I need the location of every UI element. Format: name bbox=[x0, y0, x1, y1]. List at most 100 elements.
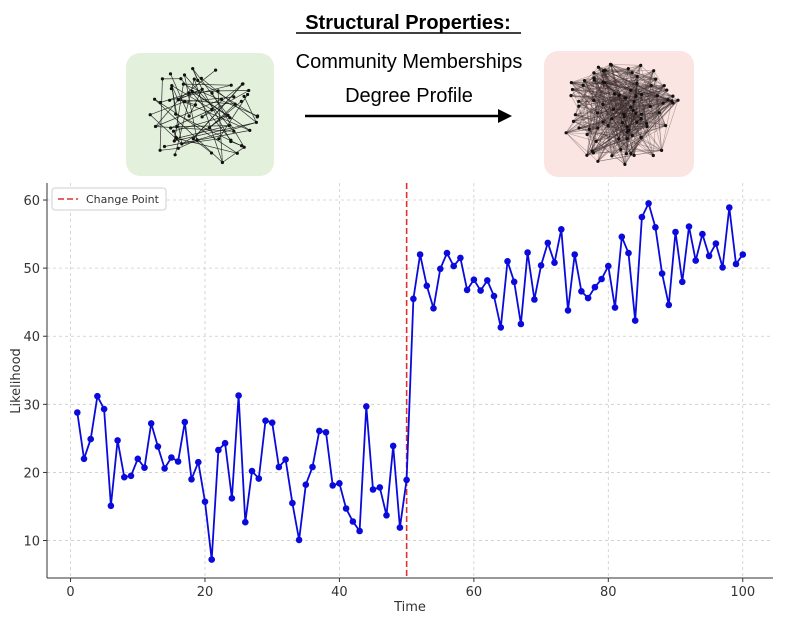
network-edge bbox=[575, 114, 628, 128]
network-edge bbox=[620, 90, 632, 150]
data-point bbox=[369, 486, 377, 493]
data-point bbox=[510, 278, 518, 286]
network-edge bbox=[598, 67, 605, 83]
network-edge bbox=[619, 94, 642, 96]
network-edge bbox=[626, 89, 668, 140]
network-edge bbox=[593, 79, 628, 139]
network-edge bbox=[575, 114, 633, 136]
network-edge bbox=[603, 70, 638, 123]
network-node bbox=[624, 96, 628, 100]
network-edge bbox=[633, 100, 672, 111]
network-edge bbox=[613, 94, 620, 110]
network-edge bbox=[618, 94, 633, 136]
network-edge bbox=[160, 88, 203, 103]
network-edge bbox=[583, 76, 638, 86]
network-edge bbox=[597, 64, 611, 129]
network-edge bbox=[636, 99, 679, 123]
network-edge bbox=[586, 90, 631, 156]
network-edge bbox=[603, 70, 651, 107]
network-edge bbox=[604, 70, 666, 126]
network-edge bbox=[597, 150, 662, 162]
network-edge bbox=[573, 102, 664, 122]
network-edge bbox=[624, 85, 665, 99]
network-node bbox=[645, 124, 649, 129]
network-edge bbox=[593, 150, 662, 154]
network-edge bbox=[628, 70, 655, 131]
network-edge bbox=[597, 85, 665, 162]
network-edge bbox=[566, 116, 625, 134]
network-edge bbox=[586, 94, 620, 135]
network-edge bbox=[611, 64, 633, 74]
data-point bbox=[235, 392, 242, 399]
network-node bbox=[585, 132, 589, 137]
network-node bbox=[577, 99, 581, 103]
network-edge bbox=[602, 95, 637, 123]
network-edge bbox=[661, 96, 674, 151]
network-node bbox=[219, 97, 224, 101]
network-edge bbox=[650, 79, 657, 107]
data-point bbox=[625, 249, 632, 257]
data-point bbox=[322, 429, 330, 436]
data-point bbox=[363, 403, 370, 410]
network-node bbox=[569, 94, 573, 98]
network-edge bbox=[630, 94, 642, 108]
network-edge bbox=[622, 122, 626, 165]
network-edge bbox=[602, 94, 620, 123]
network-edge bbox=[646, 85, 652, 124]
network-edge bbox=[175, 113, 245, 148]
network-edge bbox=[572, 82, 605, 90]
network-edge bbox=[571, 82, 626, 165]
data-point bbox=[564, 307, 572, 314]
network-edge bbox=[593, 63, 611, 74]
network-edge bbox=[584, 80, 628, 140]
network-edge bbox=[586, 123, 647, 156]
network-edge bbox=[650, 85, 666, 126]
data-point bbox=[208, 556, 215, 563]
network-edge bbox=[626, 99, 679, 154]
network-node bbox=[610, 117, 614, 121]
network-node bbox=[153, 97, 157, 101]
network-node bbox=[592, 76, 596, 80]
data-point bbox=[537, 262, 545, 269]
network-edge bbox=[603, 68, 629, 72]
network-edge bbox=[657, 95, 669, 101]
network-edge bbox=[572, 89, 672, 102]
network-edge bbox=[610, 64, 623, 123]
network-edge bbox=[578, 65, 641, 107]
network-edge bbox=[602, 81, 632, 154]
network-node bbox=[635, 74, 639, 79]
data-point bbox=[463, 286, 471, 294]
network-edge bbox=[188, 89, 203, 117]
network-edge bbox=[602, 121, 647, 124]
network-edge bbox=[573, 121, 590, 130]
network-edge bbox=[566, 128, 590, 134]
network-node bbox=[594, 139, 598, 143]
network-edge bbox=[605, 69, 656, 80]
network-edge bbox=[178, 139, 198, 149]
network-edge bbox=[611, 64, 656, 80]
network-edge bbox=[593, 77, 667, 91]
network-edge bbox=[604, 70, 613, 119]
network-edge bbox=[636, 76, 642, 138]
network-edge bbox=[586, 127, 599, 156]
network-edge bbox=[607, 125, 620, 140]
network-edge bbox=[180, 78, 232, 141]
network-edge bbox=[572, 85, 665, 90]
network-edge bbox=[578, 121, 604, 129]
network-edge bbox=[164, 130, 250, 147]
network-edge bbox=[623, 106, 632, 117]
network-edge bbox=[591, 95, 658, 152]
network-edge bbox=[626, 131, 635, 156]
data-point bbox=[336, 480, 343, 487]
network-edge bbox=[602, 89, 631, 105]
network-edge bbox=[620, 90, 632, 150]
dense-network-panel bbox=[544, 51, 694, 177]
series-line bbox=[76, 200, 744, 560]
network-edge bbox=[598, 66, 669, 101]
network-edge bbox=[597, 104, 604, 114]
network-edge bbox=[610, 63, 641, 66]
network-edge bbox=[243, 96, 257, 123]
data-point bbox=[584, 294, 592, 302]
data-point bbox=[147, 420, 155, 427]
data-point bbox=[524, 249, 531, 256]
